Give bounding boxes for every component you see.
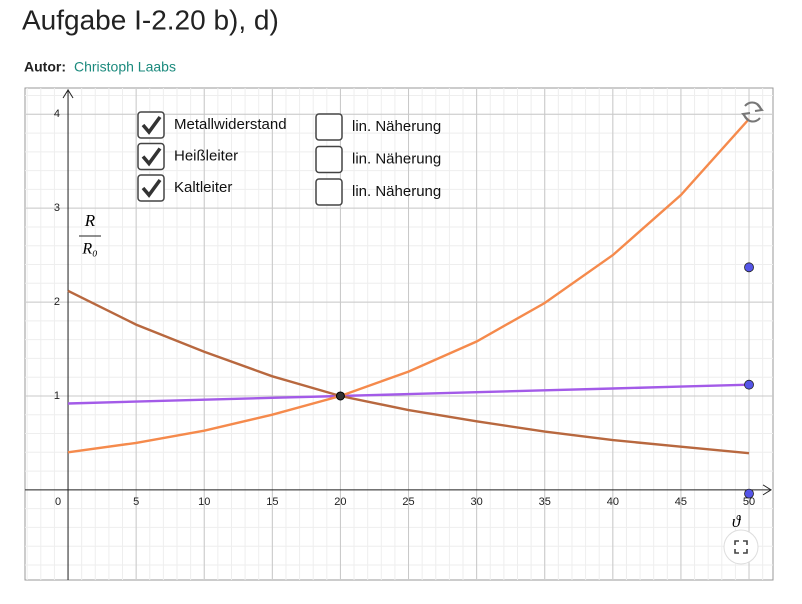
checkmark (141, 178, 162, 198)
x-axis-arrow (762, 484, 772, 496)
toggle-approximation[interactable]: lin. Näherung (315, 145, 441, 174)
checkmark (141, 115, 162, 135)
checkbox[interactable] (315, 178, 343, 206)
checkbox[interactable] (137, 174, 165, 202)
point (744, 488, 754, 499)
x-tick-label: 10 (198, 496, 210, 508)
checkmark (141, 147, 162, 167)
author-link[interactable]: Christoph Laabs (74, 59, 176, 75)
y-label-denominator: R₀ (81, 241, 97, 258)
y-tick-label: 3 (54, 202, 60, 214)
reset-icon[interactable] (741, 101, 764, 123)
y-axis-arrow (62, 89, 74, 99)
toggle-approximation[interactable]: lin. Näherung (315, 113, 441, 141)
toggle-series[interactable]: Heißleiter (137, 142, 238, 171)
y-label-numerator: R (84, 211, 96, 230)
x-tick-label: 25 (402, 496, 414, 508)
toggle-approximation[interactable]: lin. Näherung (315, 178, 441, 206)
y-tick-label: 1 (54, 390, 60, 402)
checkbox-label: Heißleiter (174, 147, 238, 164)
curve (67, 383, 750, 405)
checkbox-label: Kaltleiter (174, 179, 232, 196)
x-tick-label: 45 (675, 496, 687, 508)
x-label: ϑ (732, 512, 742, 531)
x-tick-label: 5 (133, 496, 139, 508)
checkbox[interactable] (137, 111, 165, 139)
checkbox-label: lin. Näherung (352, 118, 441, 135)
toggle-series[interactable]: Kaltleiter (137, 174, 232, 202)
author-label: Autor: (24, 59, 66, 75)
toggle-series[interactable]: Metallwiderstand (137, 111, 287, 139)
point (744, 379, 754, 390)
x-tick-label: 50 (743, 496, 755, 508)
x-tick-label: 15 (266, 496, 278, 508)
intersection-point (335, 391, 345, 401)
checkbox-label: lin. Näherung (352, 150, 441, 167)
y-tick-label: 4 (54, 108, 60, 120)
x-tick-label: 20 (334, 496, 346, 508)
curve (67, 118, 750, 454)
checkbox-label: Metallwiderstand (174, 116, 287, 133)
checkbox[interactable] (137, 142, 165, 171)
x-tick-label: 0 (55, 496, 61, 508)
x-tick-label: 40 (607, 496, 619, 508)
x-tick-label: 35 (539, 496, 551, 508)
x-tick-label: 30 (471, 496, 483, 508)
checkbox[interactable] (315, 145, 343, 174)
checkbox[interactable] (315, 113, 343, 141)
y-tick-label: 2 (54, 296, 60, 308)
checkbox-label: lin. Näherung (352, 183, 441, 200)
curve (67, 289, 750, 455)
fullscreen-button[interactable] (723, 529, 759, 565)
title: Aufgabe I-2.20 b), d) (22, 4, 279, 35)
point (744, 262, 754, 273)
